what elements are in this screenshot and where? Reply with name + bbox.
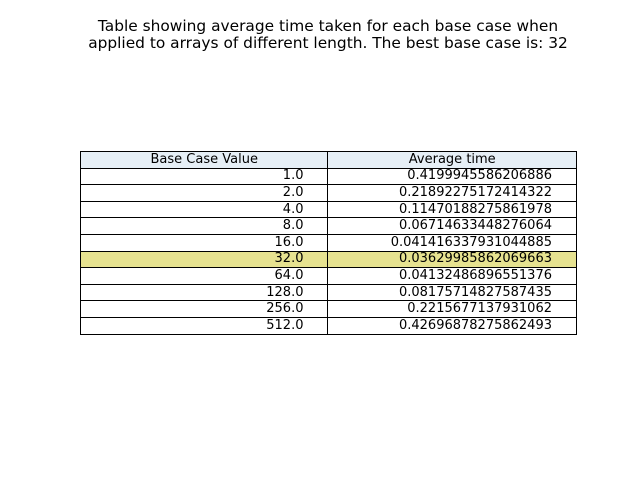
column-header-base-case: Base Case Value xyxy=(79,151,329,169)
cell-base-case-value: 32.0 xyxy=(79,250,329,269)
cell-base-case-value: 1.0 xyxy=(79,167,329,186)
table-row: 8.0 0.06714633448276064 xyxy=(79,217,577,235)
cell-average-time: 0.42696878275862493 xyxy=(327,316,577,335)
table-row: 16.0 0.041416337931044885 xyxy=(79,233,577,252)
column-header-average-time: Average time xyxy=(327,151,577,169)
cell-average-time: 0.2215677137931062 xyxy=(327,300,577,318)
table-row: 512.0 0.42696878275862493 xyxy=(79,316,577,335)
table-body: 1.0 0.4199945586206886 2.0 0.21892275172414… xyxy=(79,167,577,335)
cell-average-time: 0.041416337931044885 xyxy=(327,233,577,252)
cell-base-case-value: 512.0 xyxy=(79,316,329,335)
table-row: 2.0 0.21892275172414322 xyxy=(79,184,577,202)
cell-average-time: 0.03629985862069663 xyxy=(327,250,577,269)
cell-average-time: 0.04132486896551376 xyxy=(327,267,577,285)
cell-base-case-value: 64.0 xyxy=(79,267,329,285)
cell-average-time: 0.06714633448276064 xyxy=(327,217,577,235)
cell-base-case-value: 2.0 xyxy=(79,184,329,202)
table-row: 64.0 0.04132486896551376 xyxy=(79,267,577,285)
table-row: 32.0 0.03629985862069663 xyxy=(79,250,577,269)
results-table: Base Case Value Average time 1.0 0.419994… xyxy=(79,151,577,335)
cell-base-case-value: 8.0 xyxy=(79,217,329,235)
table-header-row: Base Case Value Average time xyxy=(79,151,577,169)
cell-base-case-value: 128.0 xyxy=(79,283,329,302)
cell-base-case-value: 256.0 xyxy=(79,300,329,318)
chart-title: Table showing average time taken for eac… xyxy=(88,17,568,52)
cell-base-case-value: 4.0 xyxy=(79,200,329,219)
cell-average-time: 0.4199945586206886 xyxy=(327,167,577,186)
cell-average-time: 0.11470188275861978 xyxy=(327,200,577,219)
table-row: 128.0 0.08175714827587435 xyxy=(79,283,577,302)
table-row: 1.0 0.4199945586206886 xyxy=(79,167,577,186)
cell-average-time: 0.08175714827587435 xyxy=(327,283,577,302)
table-row: 4.0 0.11470188275861978 xyxy=(79,200,577,219)
cell-base-case-value: 16.0 xyxy=(79,233,329,252)
cell-average-time: 0.21892275172414322 xyxy=(327,184,577,202)
table-row: 256.0 0.2215677137931062 xyxy=(79,300,577,318)
